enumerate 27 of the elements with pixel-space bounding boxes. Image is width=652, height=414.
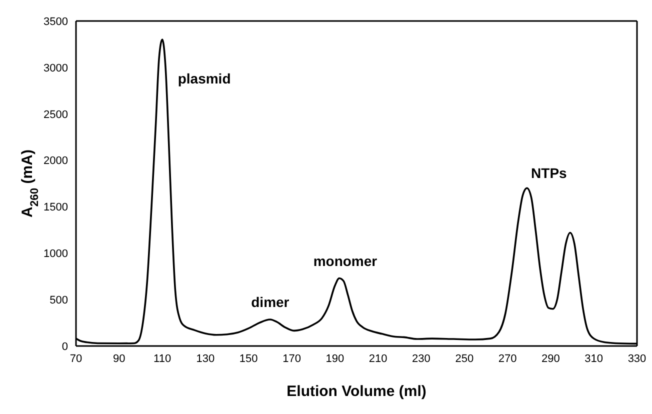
x-tick-label: 190 [326,352,344,365]
y-tick-label: 1500 [44,202,68,214]
x-tick-label: 250 [455,352,474,365]
annotation: NTPs [531,164,568,181]
y-tick-label: 2000 [44,155,68,168]
x-tick-label: 210 [368,352,388,365]
y-tick-label: 0 [62,340,68,353]
x-tick-label: 270 [498,352,517,365]
y-tick-label: 2500 [44,108,68,121]
x-tick-label: 310 [584,352,604,365]
x-tick-label: 90 [113,352,126,365]
annotation: plasmid [178,70,231,86]
x-tick-label: 110 [154,352,172,365]
y-tick-label: 500 [50,294,68,306]
x-tick-label: 170 [282,352,301,365]
x-tick-label: 130 [196,352,215,365]
y-tick-label: 1000 [44,248,68,260]
x-tick-label: 150 [239,352,258,365]
annotation: monomer [313,252,378,269]
x-tick-label: 290 [542,352,560,365]
x-tick-label: 230 [412,352,430,365]
x-tick-label: 330 [628,352,646,365]
x-tick-label: 70 [70,352,82,365]
y-tick-label: 3500 [44,16,68,28]
y-tick-label: 3000 [44,62,68,74]
x-axis-title: Elution Volume (ml) [286,383,426,400]
annotation: dimer [251,294,290,310]
